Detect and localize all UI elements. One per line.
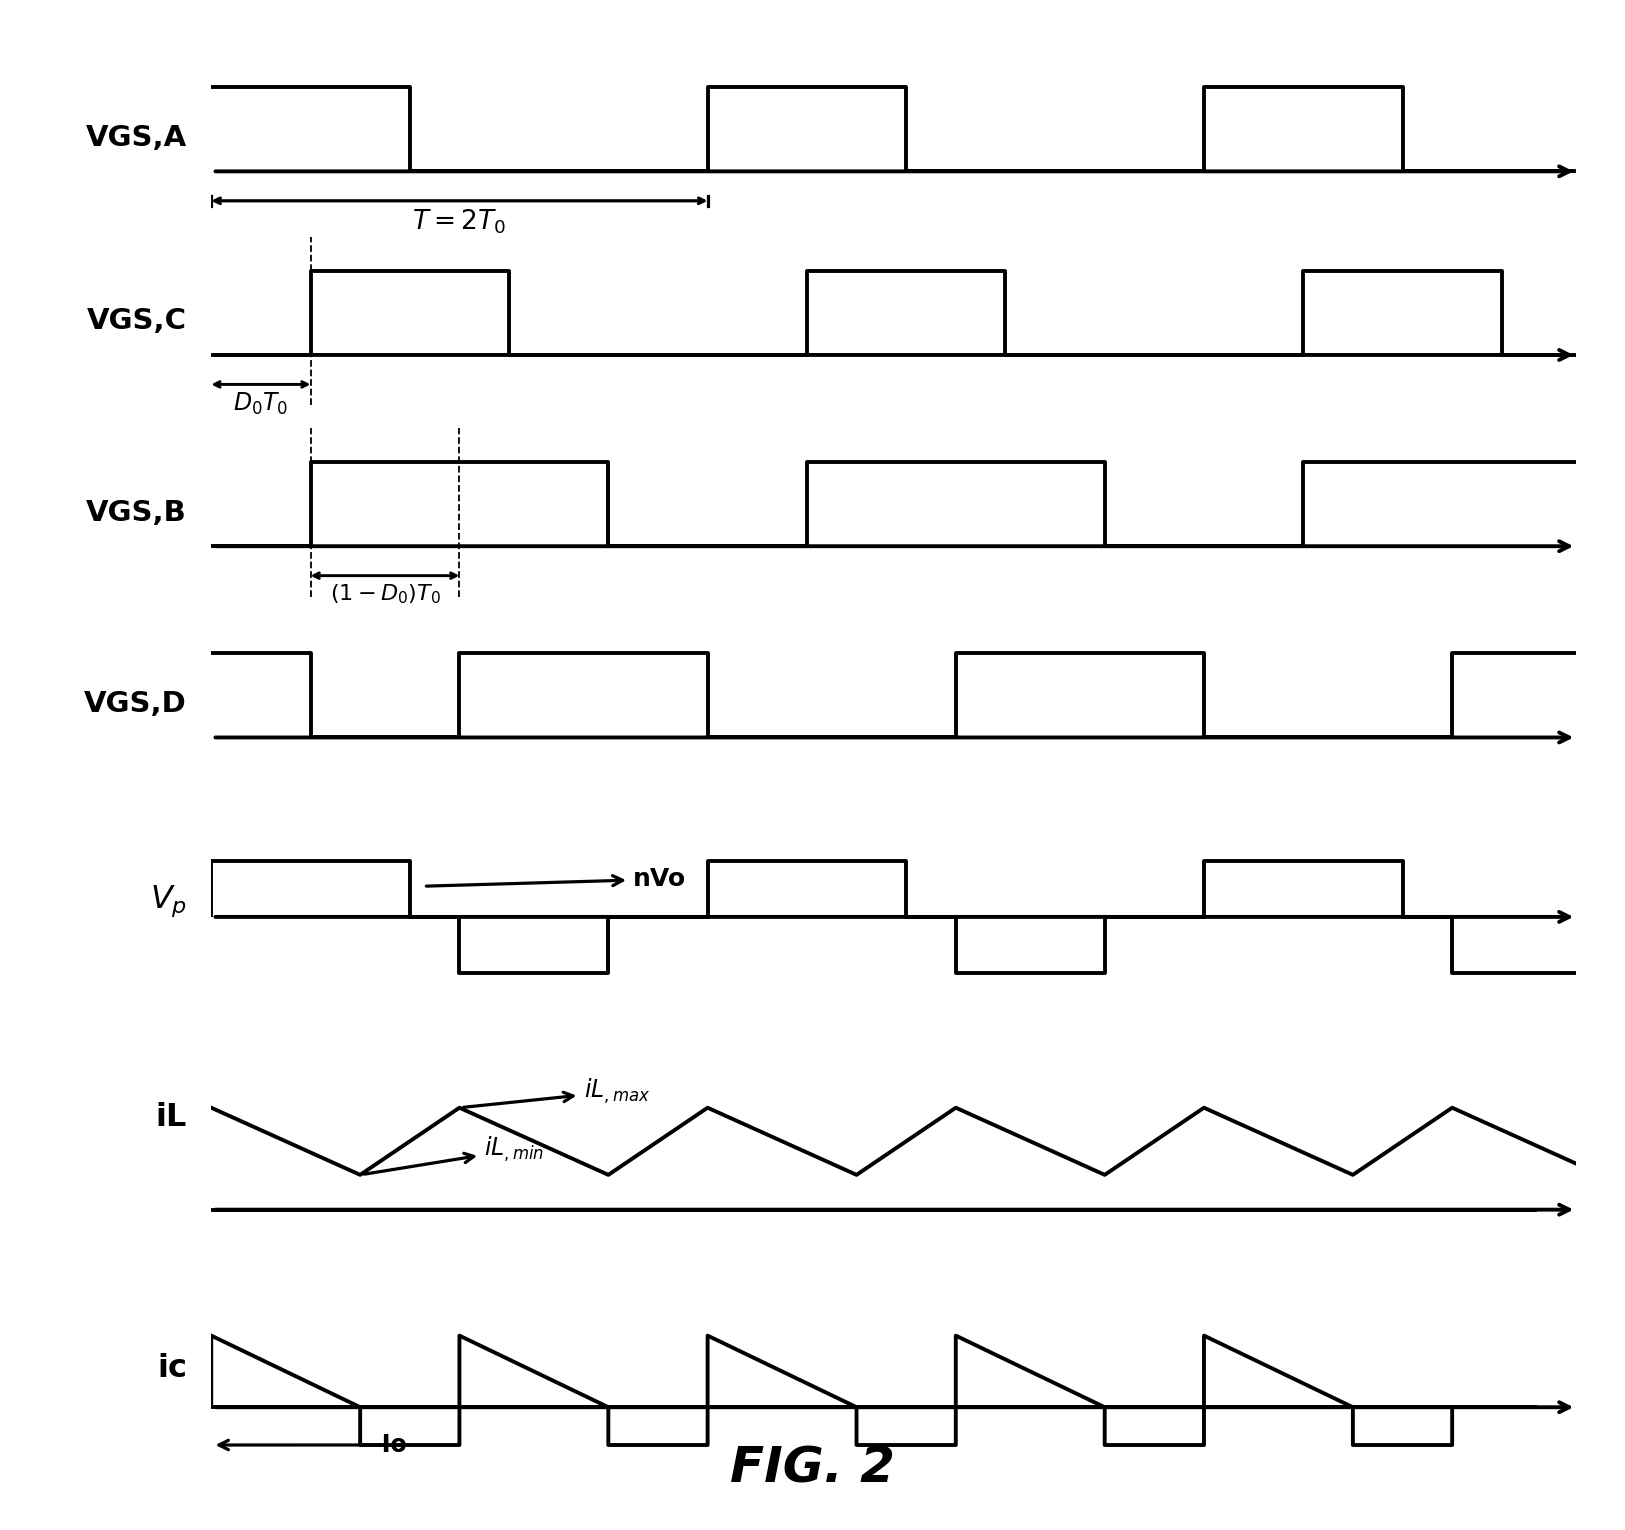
Text: -Io: -Io (219, 1434, 408, 1457)
Text: $iL_{,min}$: $iL_{,min}$ (364, 1135, 544, 1174)
Text: FIG. 2: FIG. 2 (730, 1444, 895, 1493)
Text: iL: iL (156, 1102, 187, 1134)
Text: $T = 2T_0$: $T = 2T_0$ (413, 208, 507, 236)
Text: ic: ic (158, 1353, 187, 1385)
Text: nVo: nVo (426, 868, 686, 892)
Text: $iL_{,max}$: $iL_{,max}$ (463, 1077, 650, 1108)
Text: VGS,C: VGS,C (86, 308, 187, 335)
Text: VGS,A: VGS,A (86, 124, 187, 151)
Text: $D_0 T_0$: $D_0 T_0$ (234, 392, 289, 418)
Text: VGS,B: VGS,B (86, 499, 187, 526)
Text: VGS,D: VGS,D (84, 690, 187, 718)
Text: $(1-D_0)T_0$: $(1-D_0)T_0$ (330, 583, 440, 606)
Text: $V_p$: $V_p$ (150, 883, 187, 920)
